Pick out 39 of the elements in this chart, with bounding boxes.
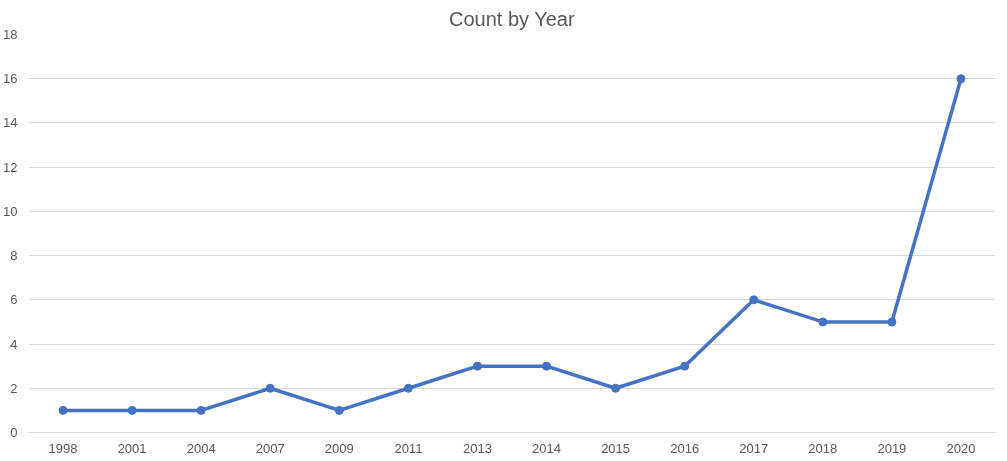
y-tick-label: 0 — [10, 425, 18, 440]
x-tick-label: 2004 — [186, 440, 216, 456]
point — [127, 405, 137, 415]
point — [58, 405, 68, 415]
y-tick-label: 6 — [10, 292, 18, 308]
point — [472, 361, 482, 371]
x-tick-label: 2013 — [463, 440, 492, 456]
x-tick-label: 2011 — [394, 440, 423, 456]
x-tick-label: 2009 — [324, 440, 354, 456]
x-tick-label: 2017 — [739, 440, 769, 456]
y-tick-label: 16 — [3, 71, 18, 87]
x-tick-label: 2020 — [946, 440, 976, 456]
point — [265, 383, 275, 393]
y-tick-label: 18 — [3, 27, 18, 42]
point — [956, 74, 966, 84]
x-tick-label: 2014 — [532, 440, 561, 456]
point — [334, 405, 344, 415]
y-tick-label: 4 — [10, 336, 18, 352]
point — [680, 361, 690, 371]
point — [887, 317, 897, 327]
point — [749, 295, 759, 305]
x-tick-label: 1998 — [48, 440, 78, 456]
x-tick-label: 2019 — [877, 440, 907, 456]
point — [542, 361, 552, 371]
y-tick-label: 8 — [10, 248, 18, 264]
point — [818, 317, 828, 327]
y-tick-label: 12 — [3, 159, 18, 175]
point — [196, 405, 206, 415]
point — [403, 383, 413, 393]
y-tick-label: 2 — [10, 380, 18, 396]
x-tick-label: 2016 — [670, 440, 700, 456]
x-tick-label: 2018 — [808, 440, 838, 456]
x-tick-label: 2015 — [601, 440, 631, 456]
chart-title: Count by Year — [448, 7, 575, 30]
x-tick-label: 2007 — [255, 440, 285, 456]
y-tick-label: 10 — [3, 203, 18, 219]
x-tick-label: 2001 — [117, 440, 147, 456]
y-tick-label: 14 — [3, 115, 18, 131]
point — [611, 383, 621, 393]
